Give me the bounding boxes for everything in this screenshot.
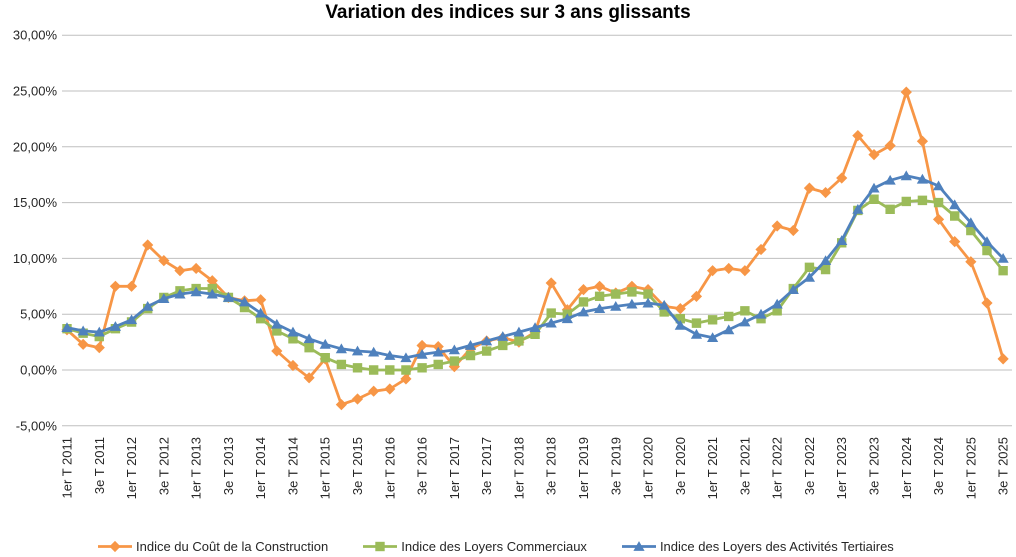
x-axis-tick-label: 3e T 2018 <box>544 437 559 495</box>
legend-marker-diamond-icon <box>98 540 132 553</box>
x-axis-tick-label: 1er T 2023 <box>834 437 849 499</box>
x-axis-tick-label: 3e T 2024 <box>931 437 946 495</box>
x-axis-tick-label: 1er T 2015 <box>318 437 333 499</box>
x-axis-tick-label: 1er T 2012 <box>124 437 139 499</box>
x-axis-tick-label: 3e T 2014 <box>285 437 300 495</box>
y-axis-tick-label: 25,00% <box>13 84 58 99</box>
chart-legend: Indice du Coût de la Construction Indice… <box>97 539 894 554</box>
x-axis-tick-label: 3e T 2025 <box>996 437 1011 495</box>
chart-title: Variation des indices sur 3 ans glissant… <box>325 2 691 23</box>
x-axis-tick-label: 1er T 2021 <box>705 437 720 499</box>
x-axis-tick-label: 1er T 2022 <box>770 437 785 499</box>
legend-item-loyers-tertiaires: Indice des Loyers des Activités Tertiair… <box>621 539 894 554</box>
y-axis-tick-label: 5,00% <box>20 307 57 322</box>
x-axis-tick-label: 3e T 2019 <box>608 437 623 495</box>
x-axis-tick-label: 3e T 2011 <box>92 437 107 494</box>
x-axis-tick-label: 3e T 2023 <box>867 437 882 495</box>
legend-item-cout-construction: Indice du Coût de la Construction <box>97 539 328 554</box>
x-axis-tick-label: 3e T 2016 <box>415 437 430 495</box>
legend-item-loyers-commerciaux: Indice des Loyers Commerciaux <box>362 539 587 554</box>
y-axis-tick-label: -5,00% <box>16 418 58 433</box>
legend-label: Indice des Loyers des Activités Tertiair… <box>659 539 894 554</box>
x-axis-tick-label: 1er T 2011 <box>60 437 75 498</box>
x-axis-tick-label: 3e T 2012 <box>156 437 171 495</box>
x-axis-tick-label: 3e T 2017 <box>479 437 494 495</box>
x-axis-tick-label: 3e T 2021 <box>737 437 752 495</box>
x-axis-tick-label: 1er T 2025 <box>963 437 978 499</box>
x-axis-tick-label: 1er T 2016 <box>382 437 397 499</box>
x-axis-tick-label: 1er T 2024 <box>899 437 914 499</box>
x-axis-tick-label: 1er T 2019 <box>576 437 591 499</box>
x-axis-tick-label: 1er T 2014 <box>253 437 268 499</box>
series-line-1 <box>65 197 1005 372</box>
y-axis-tick-label: 10,00% <box>13 251 58 266</box>
legend-marker-square-icon <box>363 541 398 552</box>
x-axis-tick-label: 1er T 2017 <box>447 437 462 499</box>
x-axis-tick-label: 3e T 2022 <box>802 437 817 495</box>
x-axis-tick-label: 3e T 2020 <box>673 437 688 495</box>
legend-label: Indice des Loyers Commerciaux <box>401 539 587 554</box>
y-axis-tick-label: 15,00% <box>13 195 58 210</box>
x-axis-tick-label: 3e T 2013 <box>221 437 236 495</box>
x-axis-tick-label: 1er T 2018 <box>511 437 526 499</box>
x-axis-tick-label: 1er T 2020 <box>641 437 656 499</box>
legend-marker-triangle-icon <box>621 541 656 551</box>
y-axis-tick-label: 20,00% <box>13 139 58 154</box>
series-markers-1 <box>62 194 1008 375</box>
series-line-0 <box>65 90 1005 407</box>
series-markers-2 <box>61 170 1009 363</box>
legend-label: Indice du Coût de la Construction <box>136 539 329 554</box>
series-markers-0 <box>61 86 1009 411</box>
y-axis-tick-label: 30,00% <box>13 28 58 43</box>
x-axis-tick-label: 1er T 2013 <box>189 437 204 499</box>
x-axis-tick-label: 3e T 2015 <box>350 437 365 495</box>
y-axis-tick-label: 0,00% <box>20 363 57 378</box>
